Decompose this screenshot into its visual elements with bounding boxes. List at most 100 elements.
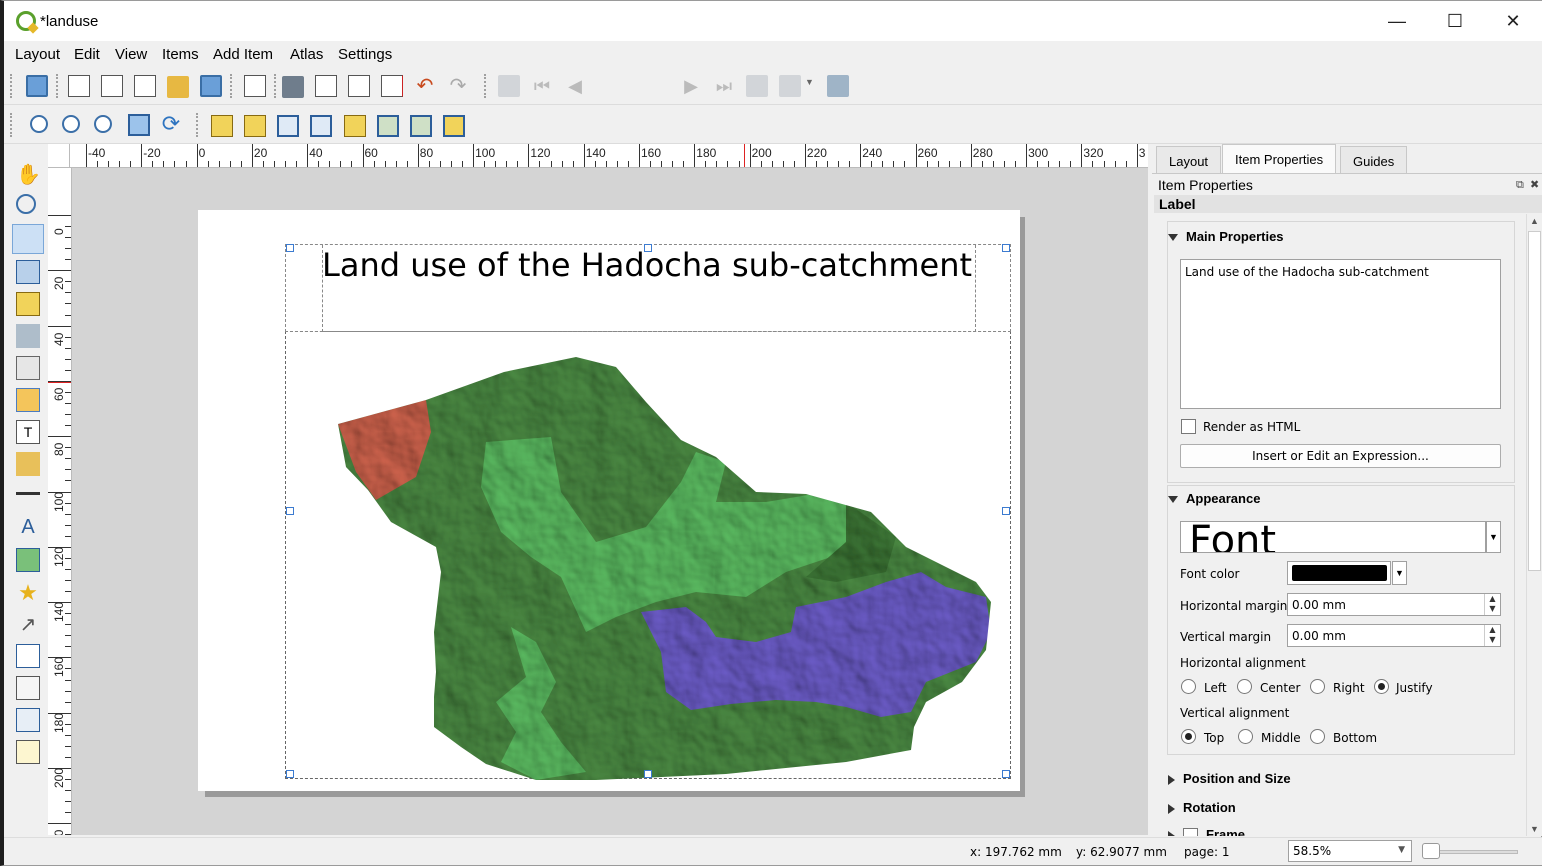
frame-header[interactable]: Frame bbox=[1168, 827, 1245, 836]
zoom-tool-icon[interactable] bbox=[16, 194, 36, 214]
duplicate-layout-icon[interactable] bbox=[101, 75, 123, 97]
font-color-button[interactable] bbox=[1287, 561, 1391, 585]
add-3d-map-icon[interactable] bbox=[16, 356, 40, 380]
scroll-up-icon[interactable]: ▲ bbox=[1530, 216, 1539, 226]
map-item[interactable] bbox=[285, 331, 1011, 780]
last-feature-icon[interactable]: ⏭ bbox=[715, 76, 733, 96]
add-map-icon[interactable] bbox=[16, 324, 40, 348]
spinner-arrows-icon[interactable]: ▲ ▼ bbox=[1484, 594, 1500, 615]
open-template-icon[interactable] bbox=[167, 76, 189, 98]
new-layout-icon[interactable] bbox=[68, 75, 90, 97]
main-properties-header[interactable]: Main Properties bbox=[1168, 229, 1284, 244]
add-polyline-icon[interactable] bbox=[16, 644, 40, 668]
align-items-icon[interactable] bbox=[377, 115, 399, 137]
frame-checkbox[interactable] bbox=[1183, 828, 1198, 836]
refresh-icon[interactable]: ⟳ bbox=[161, 111, 181, 136]
vertical-margin-input[interactable]: 0.00 mm ▲ ▼ bbox=[1287, 624, 1501, 647]
pan-icon[interactable]: ✋ bbox=[16, 164, 41, 186]
resize-handle[interactable] bbox=[286, 770, 294, 778]
spinner-arrows-icon[interactable]: ▲ ▼ bbox=[1484, 625, 1500, 646]
h-align-left-radio[interactable] bbox=[1181, 679, 1196, 694]
color-dropdown-arrow-icon[interactable]: ▼ bbox=[1392, 561, 1407, 585]
export-image-icon[interactable] bbox=[315, 75, 337, 97]
h-align-center-radio[interactable] bbox=[1237, 679, 1252, 694]
zoom-combo[interactable]: 58.5% ▼ bbox=[1288, 840, 1412, 862]
ungroup-items-icon[interactable] bbox=[310, 115, 332, 137]
add-attribute-table-icon[interactable] bbox=[16, 708, 40, 732]
resize-handle[interactable] bbox=[286, 244, 294, 252]
atlas-preview-icon[interactable] bbox=[498, 75, 520, 97]
redo-icon[interactable]: ↷ bbox=[449, 75, 467, 97]
tab-layout[interactable]: Layout bbox=[1156, 146, 1222, 173]
save-layout-icon[interactable] bbox=[26, 75, 48, 97]
move-content-icon[interactable] bbox=[16, 260, 40, 284]
v-align-top-radio[interactable] bbox=[1181, 729, 1196, 744]
scroll-thumb[interactable] bbox=[1528, 231, 1541, 571]
resize-items-icon[interactable] bbox=[443, 115, 465, 137]
v-align-middle-radio[interactable] bbox=[1238, 729, 1253, 744]
toolbar-handle[interactable] bbox=[10, 74, 14, 98]
save-template-icon[interactable] bbox=[200, 75, 222, 97]
zoom-out-icon[interactable] bbox=[62, 115, 80, 133]
zoom-100-icon[interactable] bbox=[94, 115, 112, 133]
scroll-down-icon[interactable]: ▼ bbox=[1530, 824, 1539, 834]
toolbar-handle[interactable] bbox=[484, 74, 488, 98]
menu-settings[interactable]: Settings bbox=[338, 46, 393, 63]
add-html-icon[interactable] bbox=[16, 676, 40, 700]
unlock-items-icon[interactable] bbox=[244, 115, 266, 137]
print-icon[interactable] bbox=[282, 76, 304, 98]
toolbar-handle[interactable] bbox=[274, 74, 278, 98]
export-svg-icon[interactable] bbox=[348, 75, 370, 97]
menu-items[interactable]: Items bbox=[162, 46, 199, 63]
add-label-icon[interactable]: T bbox=[16, 420, 40, 444]
add-marker-icon[interactable]: ★ bbox=[18, 580, 38, 605]
h-align-right-radio[interactable] bbox=[1310, 679, 1325, 694]
previous-feature-icon[interactable]: ◀ bbox=[568, 76, 582, 96]
horizontal-margin-input[interactable]: 0.00 mm ▲ ▼ bbox=[1287, 593, 1501, 616]
add-pages-icon[interactable] bbox=[244, 75, 266, 97]
zoom-slider-handle[interactable] bbox=[1422, 843, 1440, 859]
toolbar-handle[interactable] bbox=[10, 113, 14, 137]
close-panel-icon[interactable]: ✖ bbox=[1530, 179, 1540, 191]
toolbar-handle[interactable] bbox=[56, 74, 60, 98]
minimize-button[interactable]: — bbox=[1388, 10, 1406, 31]
undo-icon[interactable]: ↶ bbox=[416, 75, 434, 97]
zoom-full-icon[interactable] bbox=[128, 114, 150, 136]
distribute-items-icon[interactable] bbox=[410, 115, 432, 137]
add-legend-icon[interactable] bbox=[16, 452, 40, 476]
menu-view[interactable]: View bbox=[115, 46, 148, 63]
v-align-bottom-radio[interactable] bbox=[1310, 729, 1325, 744]
atlas-settings-icon[interactable] bbox=[827, 75, 849, 97]
add-arrow-icon[interactable]: ↗ bbox=[19, 614, 37, 636]
appearance-header[interactable]: Appearance bbox=[1168, 491, 1260, 506]
insert-expression-button[interactable]: Insert or Edit an Expression... bbox=[1180, 444, 1501, 468]
export-pdf-icon[interactable] bbox=[381, 75, 403, 97]
add-picture-icon[interactable] bbox=[16, 388, 40, 412]
print-atlas-icon[interactable] bbox=[746, 75, 768, 97]
zoom-in-icon[interactable] bbox=[30, 115, 48, 133]
render-html-checkbox[interactable] bbox=[1181, 419, 1196, 434]
next-feature-icon[interactable]: ▶ bbox=[684, 76, 698, 96]
lock-items-icon[interactable] bbox=[211, 115, 233, 137]
tab-item-properties[interactable]: Item Properties bbox=[1222, 144, 1337, 173]
add-fixed-table-icon[interactable] bbox=[16, 740, 40, 764]
resize-handle[interactable] bbox=[1002, 507, 1010, 515]
group-items-icon[interactable] bbox=[277, 115, 299, 137]
chevron-down-icon[interactable]: ▼ bbox=[805, 77, 814, 87]
menu-add-item[interactable]: Add Item bbox=[213, 46, 274, 63]
first-feature-icon[interactable]: ⏮ bbox=[533, 76, 551, 96]
select-move-icon[interactable] bbox=[12, 224, 44, 254]
add-scalebar-icon[interactable] bbox=[16, 492, 40, 502]
font-button[interactable]: Font bbox=[1180, 521, 1486, 553]
add-shape-icon[interactable] bbox=[16, 548, 40, 572]
raise-items-icon[interactable] bbox=[344, 115, 366, 137]
map-title-label[interactable]: Land use of the Hadocha sub-catchment bbox=[322, 246, 973, 284]
export-atlas-icon[interactable] bbox=[779, 75, 801, 97]
resize-handle[interactable] bbox=[644, 770, 652, 778]
resize-handle[interactable] bbox=[644, 244, 652, 252]
close-button[interactable]: ✕ bbox=[1505, 10, 1521, 31]
menu-edit[interactable]: Edit bbox=[74, 46, 100, 63]
menu-atlas[interactable]: Atlas bbox=[290, 46, 324, 63]
menu-layout[interactable]: Layout bbox=[15, 46, 61, 63]
edit-nodes-icon[interactable] bbox=[16, 292, 40, 316]
